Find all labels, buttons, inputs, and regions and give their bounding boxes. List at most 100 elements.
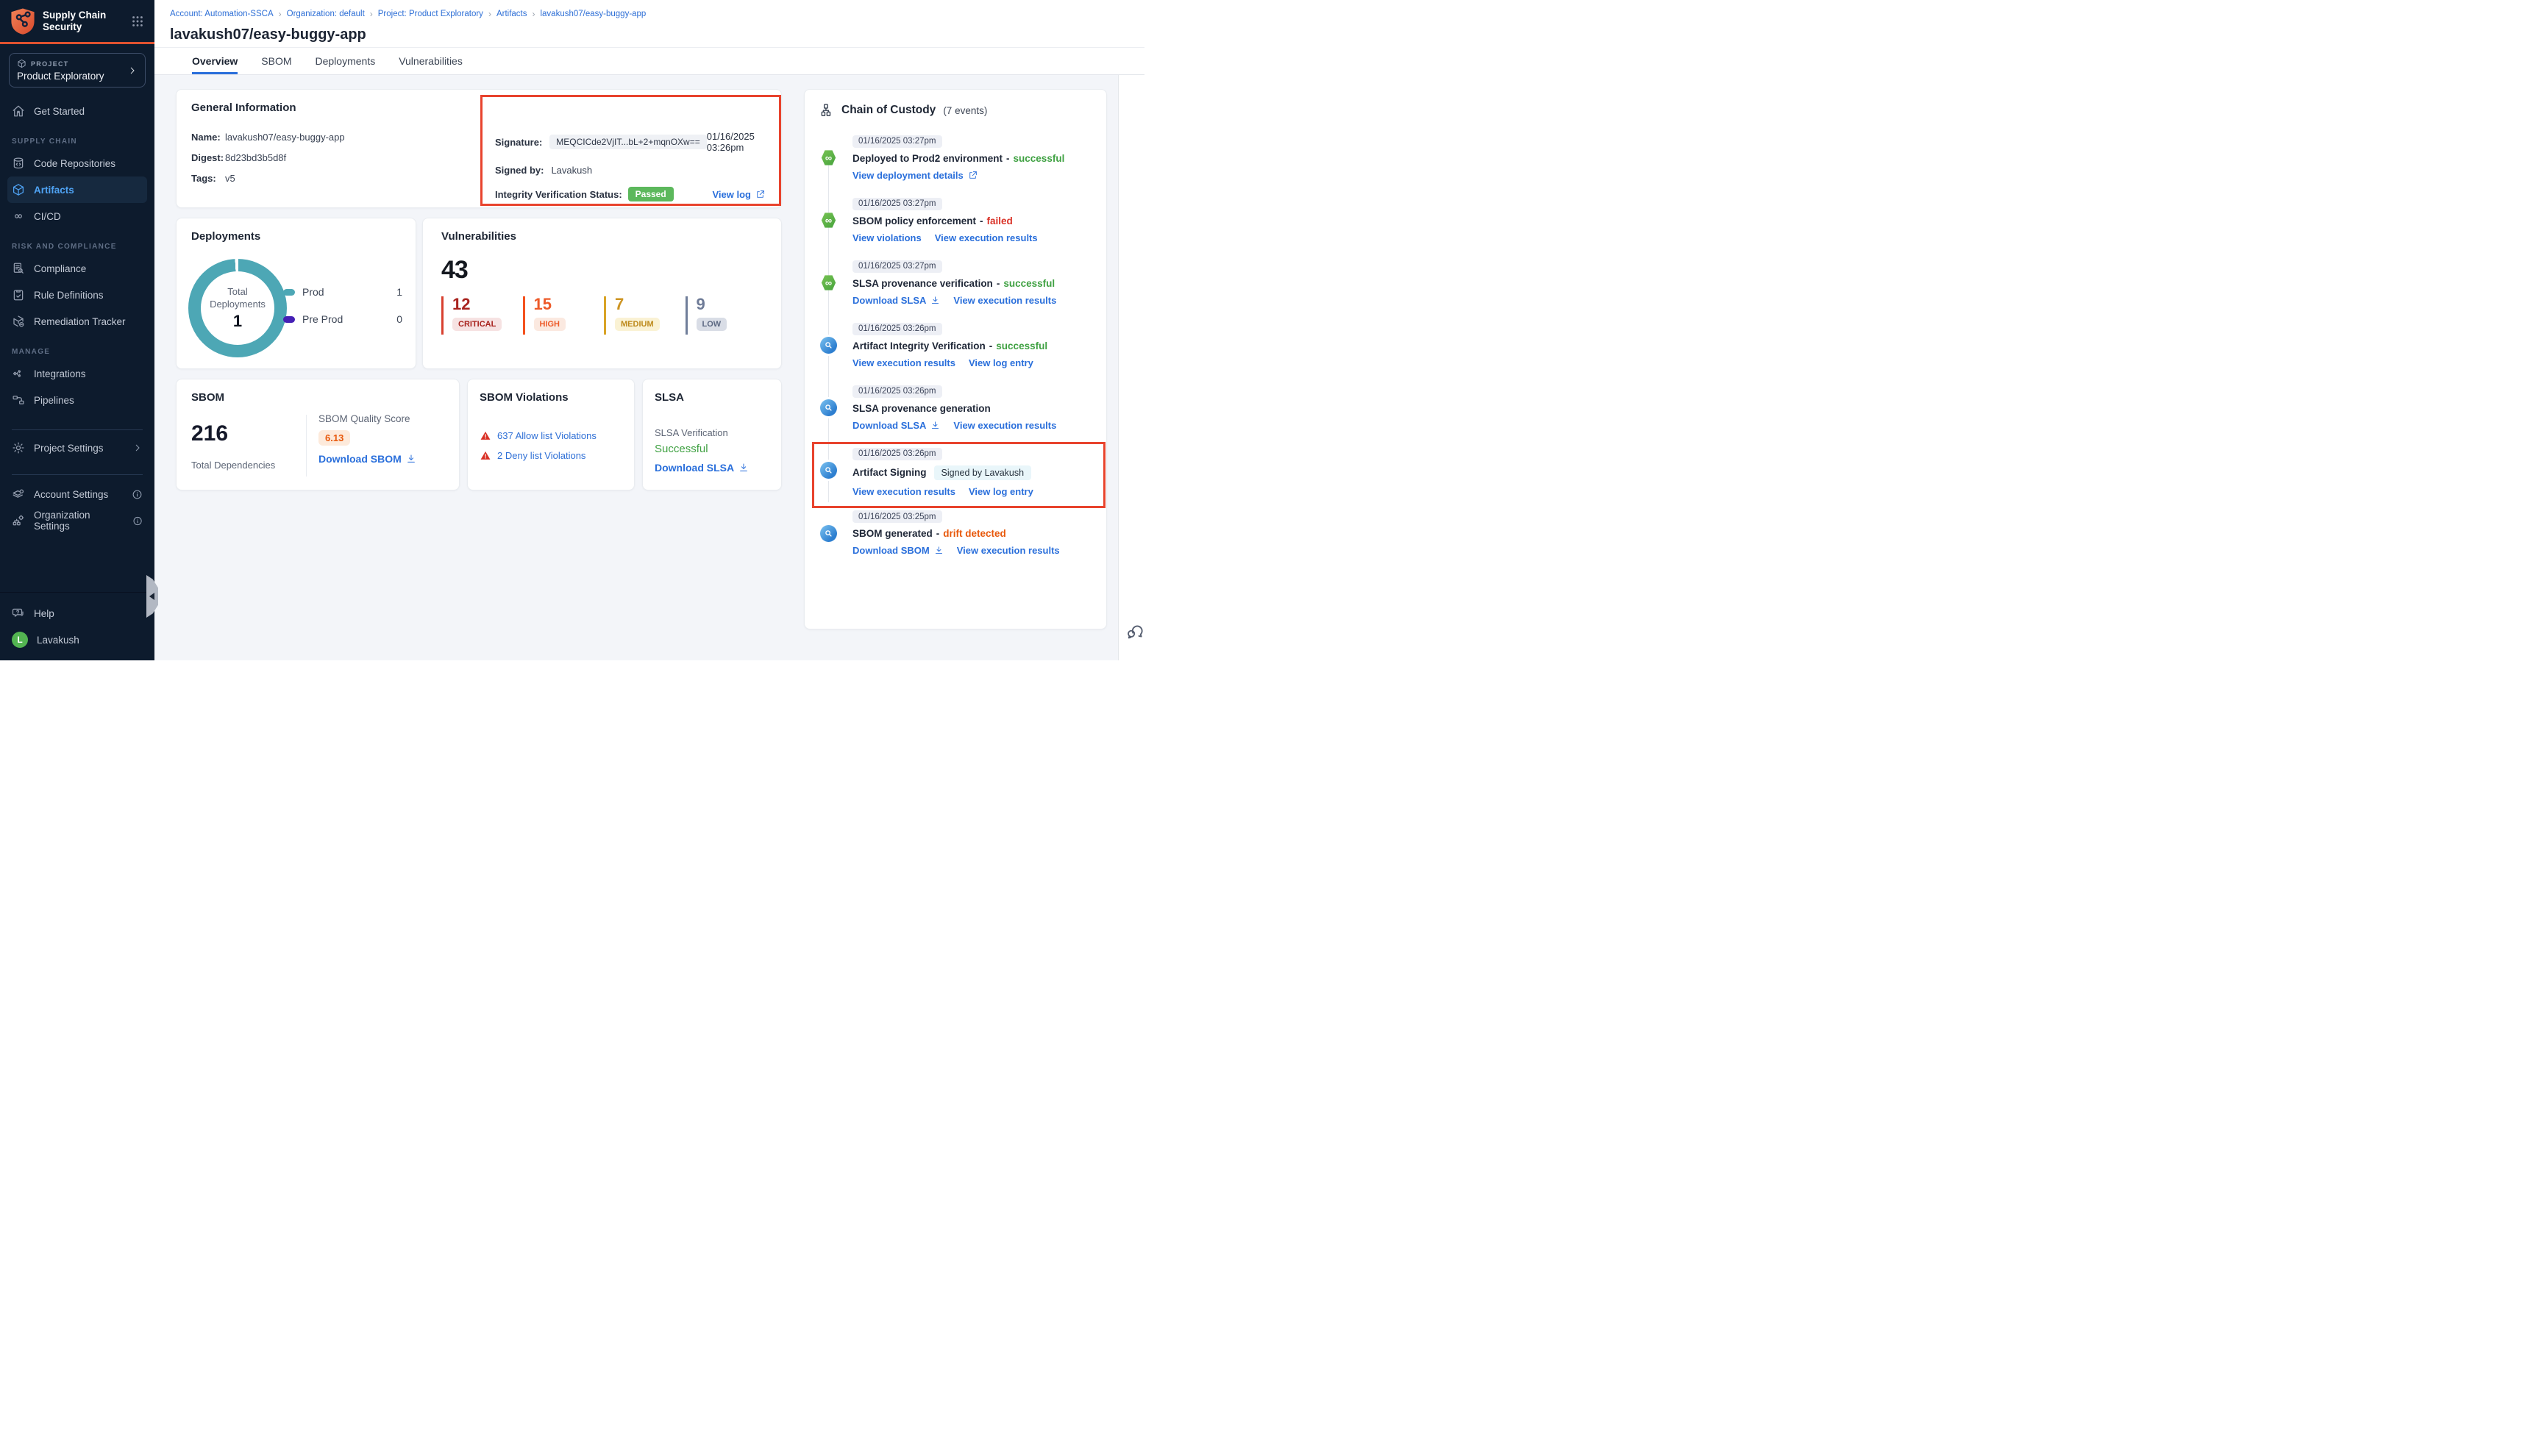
view-log-entry-link[interactable]: View log entry (969, 357, 1033, 368)
sidebar-item-account-settings[interactable]: Account Settings (0, 481, 154, 507)
sidebar-item-label: Organization Settings (34, 510, 124, 532)
download-slsa-link[interactable]: Download SLSA (655, 462, 749, 474)
external-link-icon (755, 190, 765, 199)
event-status: failed (987, 215, 1013, 226)
view-log-link[interactable]: View log (713, 189, 766, 200)
event-timestamp: 01/16/2025 03:27pm (852, 260, 942, 273)
pipeline-icon: ∞ (820, 274, 837, 291)
download-icon (930, 421, 940, 430)
legend-item-pre-prod: Pre Prod 0 (283, 313, 402, 325)
sidebar-item-pipelines[interactable]: Pipelines (0, 387, 154, 413)
deployments-legend: Prod 1 Pre Prod 0 (283, 286, 402, 340)
signed-by-row: Signed by: Lavakush (495, 163, 765, 177)
chevron-right-icon (127, 65, 138, 76)
sidebar-item-integrations[interactable]: Integrations (0, 360, 154, 387)
signature-date: 01/16/2025 03:26pm (707, 131, 765, 153)
sidebar-item-project-settings[interactable]: Project Settings (0, 435, 154, 461)
section-label-manage: MANAGE (0, 348, 154, 356)
app-grid-icon[interactable] (131, 15, 144, 28)
tab-overview[interactable]: Overview (192, 48, 238, 74)
project-selector[interactable]: PROJECT Product Exploratory (9, 53, 146, 88)
sidebar-user[interactable]: L Lavakush (0, 627, 154, 653)
breadcrumb-project[interactable]: Project: Product Exploratory (378, 10, 483, 18)
sidebar-item-organization-settings[interactable]: Organization Settings (0, 507, 154, 534)
info-icon[interactable] (132, 515, 143, 527)
help-chat-icon (12, 607, 25, 620)
warning-icon (480, 430, 491, 441)
view-log-entry-link[interactable]: View log entry (969, 486, 1033, 497)
vertical-divider (481, 131, 482, 194)
chevron-right-icon (132, 443, 143, 453)
severity-medium: 7 MEDIUM (604, 296, 686, 335)
scan-icon (820, 399, 837, 416)
tab-vulnerabilities[interactable]: Vulnerabilities (399, 48, 463, 74)
signature-row: Signature: MEQCICde2VjIT...bL+2+mqnOXw==… (495, 131, 765, 153)
sidebar-item-help[interactable]: Help (0, 600, 154, 627)
external-link-icon (968, 171, 978, 180)
chain-of-custody-card: Chain of Custody (7 events) ∞ 01/16/2025… (804, 89, 1107, 629)
download-slsa-link[interactable]: Download SLSA (852, 420, 940, 431)
deny-list-violations-row: 2 Deny list Violations (480, 450, 622, 461)
view-deployment-details-link[interactable]: View deployment details (852, 170, 978, 181)
card-title: SBOM (191, 391, 444, 404)
tab-deployments[interactable]: Deployments (316, 48, 376, 74)
chain-event-slsa-provenance-verification: ∞ 01/16/2025 03:27pm SLSA provenance ver… (819, 259, 1092, 309)
view-execution-results-link[interactable]: View execution results (953, 420, 1056, 431)
breadcrumb-artifacts[interactable]: Artifacts (496, 10, 527, 18)
sidebar-item-label: Pipelines (34, 395, 74, 406)
event-title: SLSA provenance verification (852, 278, 993, 289)
legend-swatch (283, 289, 295, 296)
sidebar-item-compliance[interactable]: Compliance (0, 255, 154, 282)
breadcrumb-account[interactable]: Account: Automation-SSCA (170, 10, 274, 18)
sidebar-item-remediation-tracker[interactable]: Remediation Tracker (0, 308, 154, 335)
gear-icon (12, 441, 25, 454)
sidebar-item-get-started[interactable]: Get Started (0, 98, 154, 124)
download-slsa-link[interactable]: Download SLSA (852, 295, 940, 306)
breadcrumb-current[interactable]: lavakush07/easy-buggy-app (540, 10, 646, 18)
event-title: SBOM policy enforcement (852, 215, 976, 226)
info-icon[interactable] (132, 489, 143, 500)
scan-icon (820, 337, 837, 354)
event-status: successful (996, 340, 1047, 351)
severity-high: 15 HIGH (523, 296, 605, 335)
chain-event-sbom-policy-enforcement: ∞ 01/16/2025 03:27pm SBOM policy enforce… (819, 196, 1092, 246)
sidebar-divider (12, 474, 143, 475)
deny-list-violations-link[interactable]: 2 Deny list Violations (497, 450, 585, 461)
package-icon (17, 59, 26, 68)
download-icon (738, 463, 749, 473)
sidebar-item-artifacts[interactable]: Artifacts (7, 176, 147, 203)
sidebar-header: Supply Chain Security (0, 0, 154, 42)
view-execution-results-link[interactable]: View execution results (935, 232, 1038, 243)
sidebar-item-cicd[interactable]: CI/CD (0, 203, 154, 229)
allow-list-violations-link[interactable]: 637 Allow list Violations (497, 430, 597, 441)
sitemap-icon (819, 103, 834, 118)
event-timestamp: 01/16/2025 03:27pm (852, 135, 942, 148)
box-wrench-icon (12, 315, 25, 328)
support-chat-icon[interactable] (1125, 621, 1144, 640)
sidebar-item-label: Integrations (34, 368, 86, 379)
event-timestamp: 01/16/2025 03:27pm (852, 198, 942, 210)
event-title: Artifact Signing (852, 467, 927, 478)
sidebar-item-rule-definitions[interactable]: Rule Definitions (0, 282, 154, 308)
view-execution-results-link[interactable]: View execution results (957, 545, 1060, 556)
signed-by-value: Lavakush (551, 165, 592, 176)
app-window: Supply Chain Security PROJECT Product Ex… (0, 0, 1144, 660)
tab-sbom[interactable]: SBOM (261, 48, 291, 74)
vulnerabilities-total: 43 (441, 256, 766, 285)
sidebar-item-label: Help (34, 608, 54, 619)
breadcrumb-organization[interactable]: Organization: default (287, 10, 365, 18)
scan-icon (820, 462, 837, 479)
sidebar-item-label: CI/CD (34, 211, 61, 222)
deployments-donut-chart: Total Deployments 1 (188, 259, 287, 357)
view-execution-results-link[interactable]: View execution results (953, 295, 1056, 306)
sidebar-item-code-repositories[interactable]: Code Repositories (0, 150, 154, 176)
document-search-icon (12, 262, 25, 275)
download-sbom-link[interactable]: Download SBOM (318, 453, 416, 465)
view-execution-results-link[interactable]: View execution results (852, 357, 955, 368)
view-execution-results-link[interactable]: View execution results (852, 486, 955, 497)
clipboard-check-icon (12, 288, 25, 301)
sidebar-item-label: Account Settings (34, 489, 108, 500)
chain-event-slsa-provenance-generation: 01/16/2025 03:26pm SLSA provenance gener… (819, 384, 1092, 434)
view-violations-link[interactable]: View violations (852, 232, 922, 243)
download-sbom-link[interactable]: Download SBOM (852, 545, 944, 556)
